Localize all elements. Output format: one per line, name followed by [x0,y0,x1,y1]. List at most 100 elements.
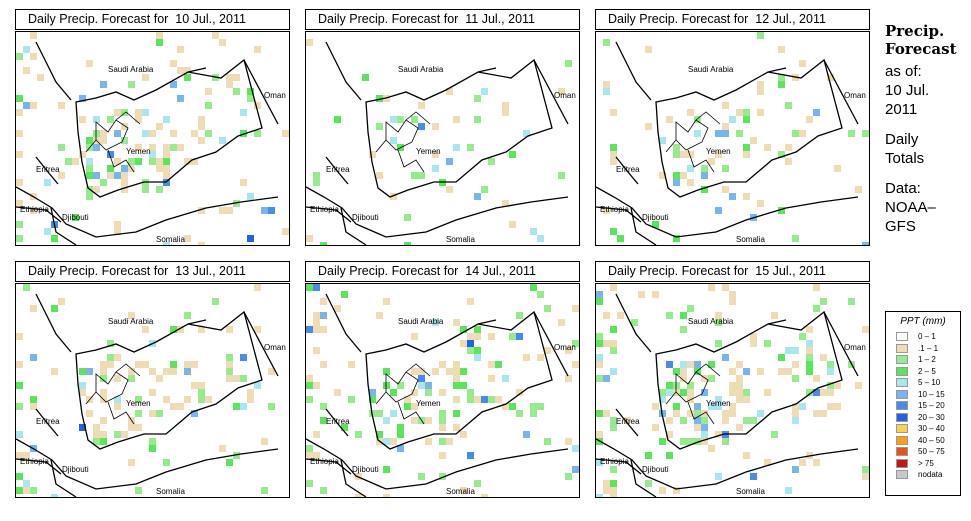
precip-cell [502,102,509,109]
map-label-eritrea: Eritrea [36,165,60,174]
precip-cell [743,109,750,116]
precip-cell [488,361,495,368]
precip-cell [610,326,617,333]
precip-cell [516,389,523,396]
precip-cell [156,158,163,165]
precip-cell [114,130,121,137]
precip-cell [135,144,142,151]
precip-cell [93,144,100,151]
precip-cell [93,172,100,179]
precip-cell [673,144,680,151]
precip-cell [474,326,481,333]
precip-cell [439,452,446,459]
boundary-line [325,41,497,101]
precip-cell [516,312,523,319]
precip-cell [79,151,86,158]
precip-cell [736,375,743,382]
boundary-line [596,458,657,497]
precip-cell [736,424,743,431]
precip-cell [729,389,736,396]
precip-cell [313,382,320,389]
precip-cell [93,116,100,123]
side-info: Precip. Forecast as of: 10 Jul. 2011 Dai… [885,22,971,236]
precip-cell [750,473,757,480]
precip-cell [610,340,617,347]
precip-cell [631,319,638,326]
map-label-saudi: Saudi Arabia [688,317,734,326]
boundary-line [823,59,859,125]
precip-cell [23,480,30,487]
forecast-panel-2: Daily Precip. Forecast for 11 Jul., 2011… [303,7,581,247]
precip-cell [233,88,240,95]
map-label-djibouti: Djibouti [642,465,669,474]
precip-cell [565,438,572,445]
precip-cell [156,32,163,39]
precip-cell [673,487,680,494]
precip-cell [100,438,107,445]
precip-cell [16,333,23,340]
precip-cell [467,333,474,340]
precip-cell [666,382,673,389]
precip-cell [334,116,341,123]
precip-cell [645,123,652,130]
boundary-line [306,438,569,490]
precip-cell [446,158,453,165]
precip-cell [565,375,572,382]
precip-cell [306,396,313,403]
precip-cell [645,46,652,53]
legend-swatch [896,343,908,353]
precip-cell [306,452,313,459]
precip-cell [397,424,404,431]
precip-cell [247,389,254,396]
precip-cell [135,109,142,116]
precip-cell [708,361,715,368]
precip-cell [666,431,673,438]
precip-cell [432,368,439,375]
precip-cell [142,326,149,333]
precip-cell [334,389,341,396]
governorate-lines [665,363,721,425]
precip-cell [757,109,764,116]
precip-cell [659,396,666,403]
precip-cell [121,109,128,116]
precip-cell [467,389,474,396]
precip-cell [792,417,799,424]
precip-cell [411,403,418,410]
precip-cell [509,403,516,410]
precip-cell [460,326,467,333]
precip-cell [680,312,687,319]
precip-cell [659,137,666,144]
forecast-map: Saudi Arabia Oman Yemen Eritrea Ethiopia Djib… [305,283,580,498]
precip-cell [184,368,191,375]
map-label-somalia: Somalia [156,487,185,496]
precip-cell [729,403,736,410]
precip-cell [750,417,757,424]
precip-cell [474,480,481,487]
precip-cell [184,67,191,74]
map-label-oman: Oman [264,91,286,100]
precip-cell [198,382,205,389]
precip-cell [806,347,813,354]
precip-cell [404,396,411,403]
precip-cell [16,179,23,186]
precip-cell [16,221,23,228]
precip-cell [268,368,275,375]
precip-cell [37,74,44,81]
legend-swatch [896,435,908,445]
precip-cell [645,452,652,459]
precip-cell [177,95,184,102]
map-label-saudi: Saudi Arabia [108,317,154,326]
precip-cell [694,116,701,123]
map-label-oman: Oman [554,91,576,100]
precip-cell [369,151,376,158]
precip-cell [610,284,617,291]
precip-cell [383,382,390,389]
precip-cell [610,466,617,473]
legend-item: > 75 [886,458,960,470]
map-svg: Saudi Arabia Oman Yemen Eritrea Ethiopia Djib… [16,32,289,245]
boundary-line [35,293,207,353]
precip-cell [212,298,219,305]
precip-cell [439,473,446,480]
boundary-line [615,156,639,185]
precip-cell [170,403,177,410]
